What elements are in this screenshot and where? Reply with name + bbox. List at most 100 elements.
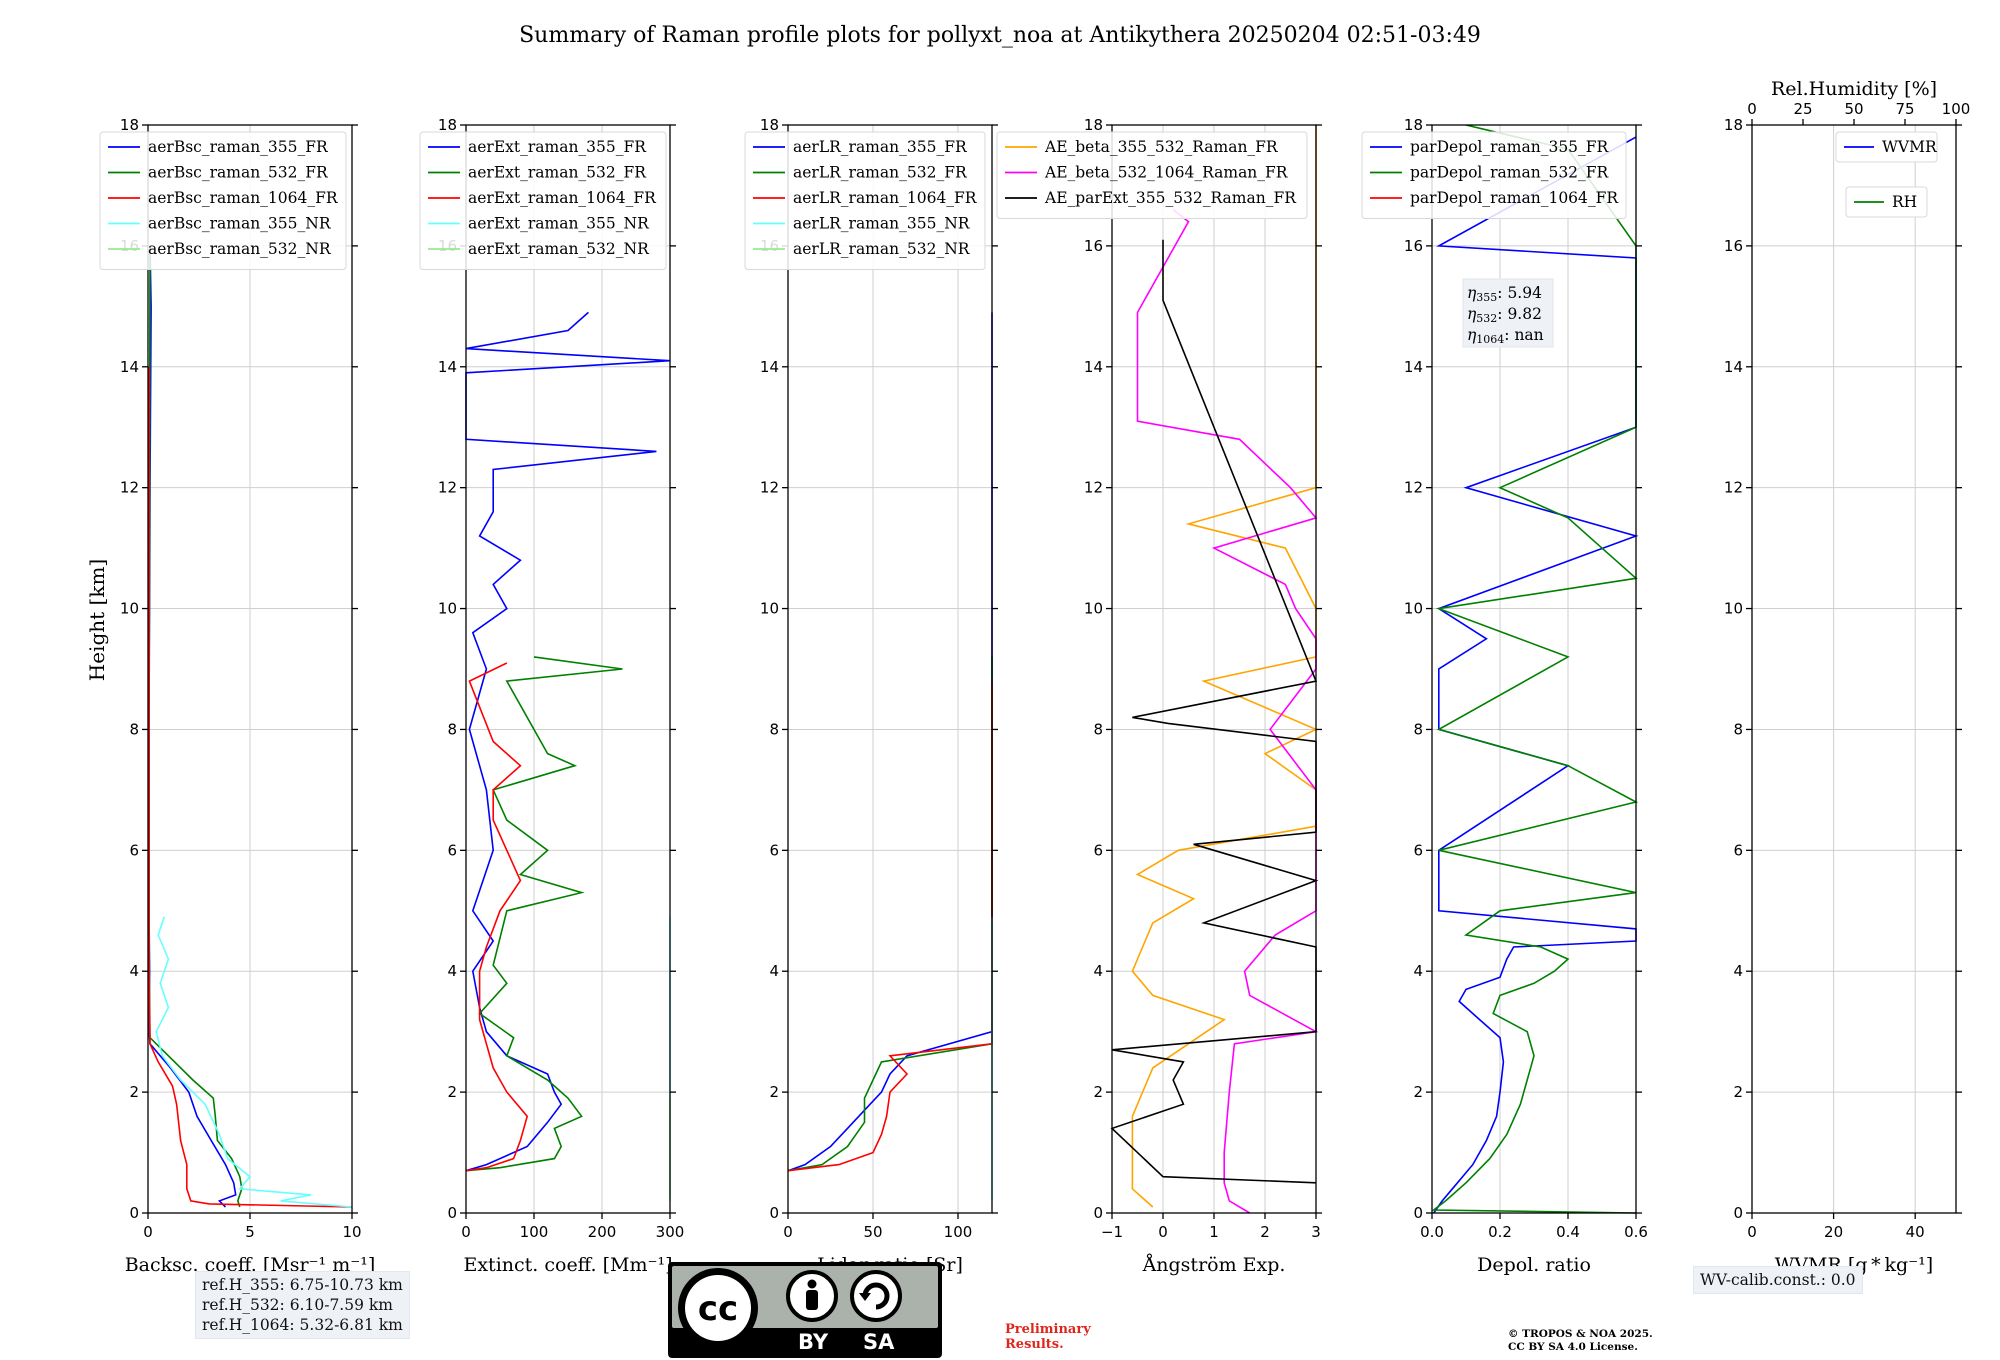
eta-value-532: η532: 9.82 — [1467, 305, 1542, 325]
legend-entry: aerExt_raman_532_FR — [468, 164, 647, 182]
y-tick-label: 10 — [120, 600, 139, 618]
legend-entry: aerExt_raman_355_NR — [468, 215, 650, 233]
y-tick-label: 8 — [769, 720, 779, 738]
legend-entry: parDepol_raman_355_FR — [1410, 138, 1610, 156]
plot-frame — [1431, 124, 1637, 1214]
x-tick-label: 300 — [656, 1223, 685, 1241]
preliminary-line-2: Results. — [1005, 1337, 1064, 1352]
panel-lr: 024681012141618050100Lidar ratio [Sr]aer… — [744, 116, 998, 1276]
eta-annotation-box — [1462, 278, 1554, 348]
y-tick-label: 6 — [1733, 841, 1743, 859]
panel-bsc: 0246810121416180510Backsc. coeff. [Msr⁻¹… — [99, 116, 375, 1276]
cc-by-label: BY — [798, 1330, 829, 1354]
x-tick-label: 100 — [944, 1223, 973, 1241]
legend-entry: AE_beta_532_1064_Raman_FR — [1044, 164, 1289, 182]
ref-h-355: ref.H_355: 6.75-10.73 km — [202, 1276, 403, 1294]
x-tick-label: 0.4 — [1556, 1223, 1580, 1241]
y-axis-label: Height [km] — [85, 559, 109, 681]
y-tick-label: 18 — [1724, 116, 1743, 134]
x2-tick-label: 0 — [1747, 100, 1757, 118]
wv-calib-text: WV-calib.const.: 0.0 — [1700, 1271, 1856, 1289]
series-line-aerLR_raman_355_FR — [787, 312, 993, 1172]
x2-axis-label: Rel.Humidity [%] — [1771, 78, 1937, 100]
legend-box — [1361, 131, 1627, 219]
x-axis-label: Ångström Exp. — [1142, 1254, 1286, 1276]
y-tick-label: 2 — [769, 1083, 779, 1101]
y-tick-label: 4 — [769, 962, 779, 980]
y-tick-label: 14 — [1404, 358, 1423, 376]
legend-entry: aerBsc_raman_1064_FR — [148, 189, 339, 207]
y-tick-label: 2 — [129, 1083, 139, 1101]
y-tick-label: 10 — [1724, 600, 1743, 618]
panels: 0246810121416180510Backsc. coeff. [Msr⁻¹… — [99, 78, 1970, 1276]
y-tick-label: 8 — [447, 720, 457, 738]
y-tick-label: 0 — [447, 1204, 457, 1222]
cc-sa-label: SA — [863, 1330, 895, 1354]
y-tick-label: 14 — [438, 358, 457, 376]
legend-entry: aerBsc_raman_355_NR — [148, 215, 332, 233]
panel-ext: 0246810121416180100200300Extinct. coeff.… — [419, 116, 685, 1276]
legend-entry: aerExt_raman_532_NR — [468, 240, 650, 258]
legend-box — [99, 131, 347, 270]
y-tick-label: 12 — [1404, 479, 1423, 497]
legend-entry: parDepol_raman_1064_FR — [1410, 189, 1619, 207]
share-alike-icon — [850, 1270, 902, 1322]
x2-tick-label: 50 — [1844, 100, 1863, 118]
y-tick-label: 14 — [1724, 358, 1743, 376]
plot-frame — [465, 124, 671, 1214]
y-tick-label: 12 — [438, 479, 457, 497]
eta-value-355: η355: 5.94 — [1467, 284, 1542, 304]
x-tick-label: −1 — [1101, 1223, 1123, 1241]
x-tick-label: 10 — [342, 1223, 361, 1241]
y-tick-label: 10 — [1084, 600, 1103, 618]
legend-entry: parDepol_raman_532_FR — [1410, 164, 1610, 182]
series-line-parDepol_raman_532_FR — [1431, 124, 1639, 1214]
y-tick-label: 16 — [1404, 237, 1423, 255]
y-tick-label: 2 — [1093, 1083, 1103, 1101]
x-tick-label: 2 — [1260, 1223, 1270, 1241]
y-tick-label: 18 — [1404, 116, 1423, 134]
x-tick-label: 100 — [520, 1223, 549, 1241]
y-tick-label: 2 — [447, 1083, 457, 1101]
x-tick-label: 20 — [1824, 1223, 1843, 1241]
y-tick-label: 18 — [120, 116, 139, 134]
copyright-line-2: CC BY SA 4.0 License. — [1508, 1341, 1638, 1353]
y-tick-label: 0 — [769, 1204, 779, 1222]
y-tick-label: 16 — [1724, 237, 1743, 255]
y-tick-label: 6 — [129, 841, 139, 859]
preliminary-results-note: Preliminary Results. — [1005, 1322, 1091, 1352]
series-line-aerExt_raman_532_FR — [465, 656, 623, 1172]
x-axis-label: Extinct. coeff. [Mm⁻¹] — [463, 1254, 672, 1276]
y-tick-label: 14 — [760, 358, 779, 376]
y-tick-label: 12 — [760, 479, 779, 497]
figure-title: Summary of Raman profile plots for polly… — [519, 23, 1481, 48]
y-tick-label: 12 — [120, 479, 139, 497]
x-tick-label: 0 — [1747, 1223, 1757, 1241]
x2-tick-label: 75 — [1895, 100, 1914, 118]
y-tick-label: 2 — [1733, 1083, 1743, 1101]
y-tick-label: 6 — [769, 841, 779, 859]
x2-tick-label: 25 — [1793, 100, 1812, 118]
y-tick-label: 18 — [438, 116, 457, 134]
x-tick-label: 0 — [461, 1223, 471, 1241]
y-tick-label: 6 — [1413, 841, 1423, 859]
legend-entry: aerBsc_raman_532_NR — [148, 240, 332, 258]
y-tick-label: 14 — [120, 358, 139, 376]
y-tick-label: 4 — [1093, 962, 1103, 980]
legend-entry: aerLR_raman_1064_FR — [793, 189, 978, 207]
y-tick-label: 10 — [1404, 600, 1423, 618]
legend-entry: aerExt_raman_355_FR — [468, 138, 647, 156]
y-tick-label: 0 — [1093, 1204, 1103, 1222]
legend-box — [744, 131, 986, 270]
y-tick-label: 14 — [1084, 358, 1103, 376]
legend-entry: aerLR_raman_532_FR — [793, 164, 968, 182]
y-tick-label: 10 — [760, 600, 779, 618]
legend-box — [996, 131, 1308, 219]
y-tick-label: 0 — [129, 1204, 139, 1222]
y-tick-label: 10 — [438, 600, 457, 618]
x-tick-label: 5 — [245, 1223, 255, 1241]
legend-box — [1845, 186, 1928, 218]
series-line-aerBsc_raman_532_FR — [148, 245, 243, 1208]
series-line-aerBsc_raman_355_FR — [148, 245, 237, 1208]
